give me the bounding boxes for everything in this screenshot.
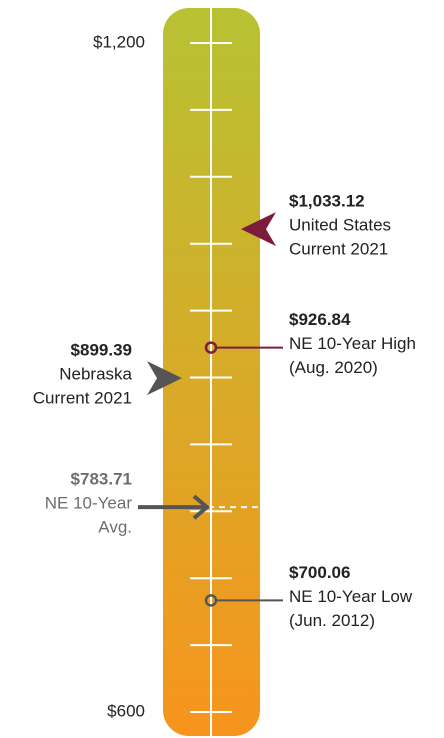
annotation-text: (Aug. 2020)	[289, 358, 378, 377]
y-tick-label: $1,200	[93, 32, 145, 51]
value-label: $700.06	[289, 563, 350, 582]
annotation-text: Current 2021	[33, 389, 132, 408]
annotation-text: NE 10-Year Low	[289, 587, 413, 606]
value-label: $926.84	[289, 310, 351, 329]
value-label: $1,033.12	[289, 192, 365, 211]
annotation-text: NE 10-Year High	[289, 334, 416, 353]
value-label: $783.71	[71, 470, 132, 489]
arrow-shape	[138, 494, 211, 520]
annotation-text: United States	[289, 216, 391, 235]
chevron-marker	[147, 361, 182, 396]
annotation-text: Nebraska	[59, 365, 132, 384]
y-tick-label: $600	[107, 701, 145, 720]
chevron-marker	[241, 212, 276, 247]
dot-marker	[204, 594, 218, 607]
annotation-text: Avg.	[98, 518, 132, 537]
annotation-text: (Jun. 2012)	[289, 611, 375, 630]
value-label: $899.39	[71, 341, 132, 360]
dot-marker	[204, 341, 218, 354]
arrow-marker	[138, 494, 211, 520]
annotation-text: Current 2021	[289, 240, 388, 259]
annotation-text: NE 10-Year	[45, 494, 133, 513]
